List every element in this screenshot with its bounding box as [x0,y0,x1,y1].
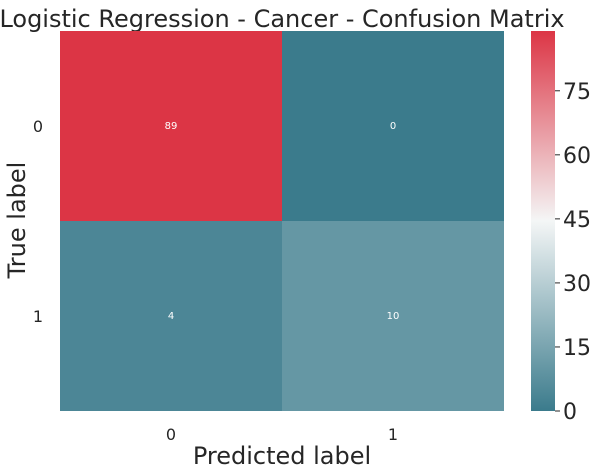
heatmap-cell-0-1 [282,31,504,221]
cell-value-labels: 89 0 4 10 [165,121,400,322]
colorbar [531,31,555,411]
colorbar-tick-label: 30 [563,272,591,297]
cell-value-0-0: 89 [165,121,178,132]
y-tick-label: 0 [33,117,43,136]
heatmap-cell-0-0 [60,31,282,221]
heatmap-cell-1-1 [282,221,504,411]
cell-value-1-1: 10 [387,311,400,322]
x-tick-label: 1 [388,425,398,444]
chart-title: Logistic Regression - Cancer - Confusion… [0,5,565,33]
x-tick-label: 0 [166,425,176,444]
colorbar-tick-label: 15 [563,336,591,361]
heatmap-cell-1-0 [60,221,282,411]
colorbar-tick-label: 45 [563,208,591,233]
cell-value-1-0: 4 [168,311,174,322]
heatmap-cells [60,31,504,411]
cell-value-0-1: 0 [390,121,396,132]
colorbar-tick-label: 0 [563,400,577,425]
y-axis-label: True label [3,162,31,280]
colorbar-tick-label: 60 [563,144,591,169]
colorbar-tick-label: 75 [563,80,591,105]
y-tick-labels: 01 [33,117,43,326]
colorbar-tick-labels: 0 15 30 45 60 75 [555,80,591,425]
y-tick-label: 1 [33,307,43,326]
x-axis-label: Predicted label [193,442,371,470]
